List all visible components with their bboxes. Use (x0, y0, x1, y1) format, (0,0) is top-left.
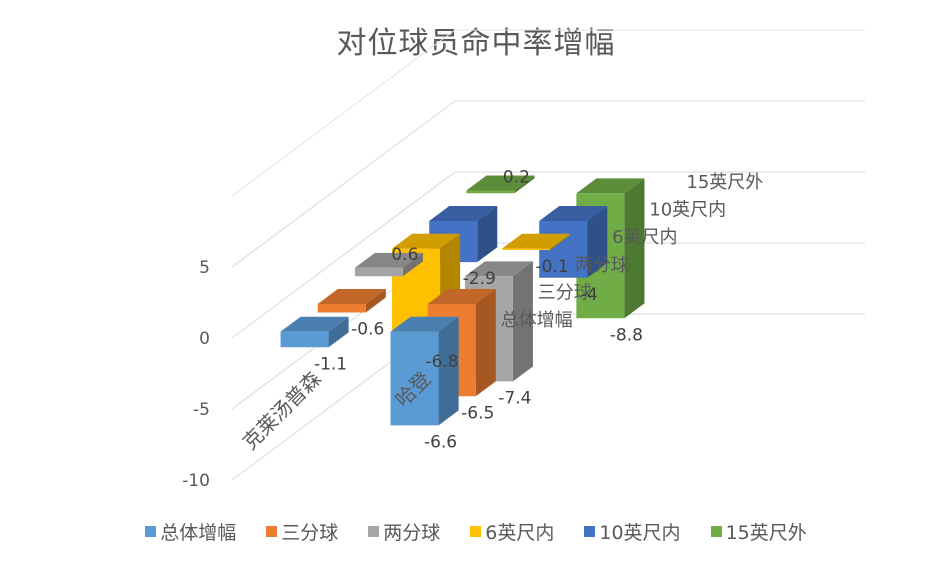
data-label: -6.6 (424, 432, 457, 452)
legend-item[interactable]: 三分球 (266, 518, 338, 545)
legend-swatch-icon (266, 526, 278, 537)
series-axis-label: 15英尺外 (686, 172, 763, 193)
legend-label: 两分球 (383, 522, 441, 544)
value-axis-tick: 5 (199, 258, 210, 278)
chart-plot-area: 5 0 -5 -10 总体增幅 三分球 两分球 6英尺内 10英尺内 15英尺外 克莱汤普森 哈登… (182, 29, 865, 491)
legend-item[interactable]: 总体增幅 (145, 518, 236, 545)
legend-item[interactable]: 两分球 (368, 518, 440, 545)
legend-swatch-icon (710, 526, 722, 537)
data-label: -7.4 (498, 388, 531, 408)
value-axis-tick: -5 (193, 400, 210, 420)
legend-item[interactable]: 15英尺外 (710, 518, 807, 545)
data-label: 0.6 (391, 245, 418, 265)
legend-swatch-icon (368, 526, 380, 537)
legend-label: 总体增幅 (160, 522, 237, 544)
legend: 总体增幅 三分球 两分球 6英尺内 10英尺内 15英尺外 (0, 518, 952, 545)
bars (280, 175, 645, 426)
bar (502, 233, 571, 251)
data-label: -6.8 (425, 352, 458, 372)
series-axis-label: 6英尺内 (612, 227, 677, 248)
legend-item[interactable]: 6英尺内 (470, 518, 554, 545)
data-label: -0.1 (535, 257, 568, 277)
legend-swatch-icon (145, 526, 157, 537)
data-label: -0.6 (351, 319, 384, 339)
data-label: -4 (581, 285, 598, 305)
legend-swatch-icon (584, 526, 596, 537)
legend-label: 三分球 (281, 522, 339, 544)
bar (280, 316, 349, 348)
gridline (231, 100, 865, 268)
data-label: -1.1 (314, 354, 347, 374)
category-axis-label: 克莱汤普森 (238, 367, 326, 455)
series-axis-label: 总体增幅 (501, 310, 573, 331)
legend-swatch-icon (470, 526, 482, 537)
gridline (231, 171, 865, 339)
data-label: -2.9 (463, 269, 496, 289)
bar (390, 316, 459, 426)
legend-item[interactable]: 10英尺内 (584, 518, 681, 545)
series-axis-label: 10英尺内 (649, 200, 726, 221)
data-label: -6.5 (461, 403, 494, 423)
value-axis: 5 0 -5 -10 (182, 258, 210, 491)
series-axis-label: 两分球 (575, 255, 629, 276)
value-axis-tick: -10 (182, 471, 210, 491)
data-label: -8.8 (610, 325, 643, 345)
value-axis-tick: 0 (199, 329, 210, 349)
bar (466, 175, 535, 194)
data-label: 0.2 (503, 167, 530, 187)
bar (317, 289, 386, 313)
category-axis-labels: 克莱汤普森 哈登 (238, 367, 436, 455)
gridline (231, 29, 865, 197)
legend-label: 6英尺内 (485, 522, 555, 544)
legend-label: 15英尺外 (725, 522, 807, 544)
legend-label: 10英尺内 (599, 522, 681, 544)
data-labels: 0.2 -8.8 -2.9 -4 -6.8 -0.1 0.6 -7.4 -0.6 -6.5 -1.1… (314, 167, 643, 452)
chart-title: 对位球员命中率增幅 (336, 26, 616, 61)
series-axis-label: 三分球 (538, 283, 592, 304)
series-axis-labels: 总体增幅 三分球 两分球 6英尺内 10英尺内 15英尺外 (501, 172, 764, 331)
bar (354, 252, 423, 277)
